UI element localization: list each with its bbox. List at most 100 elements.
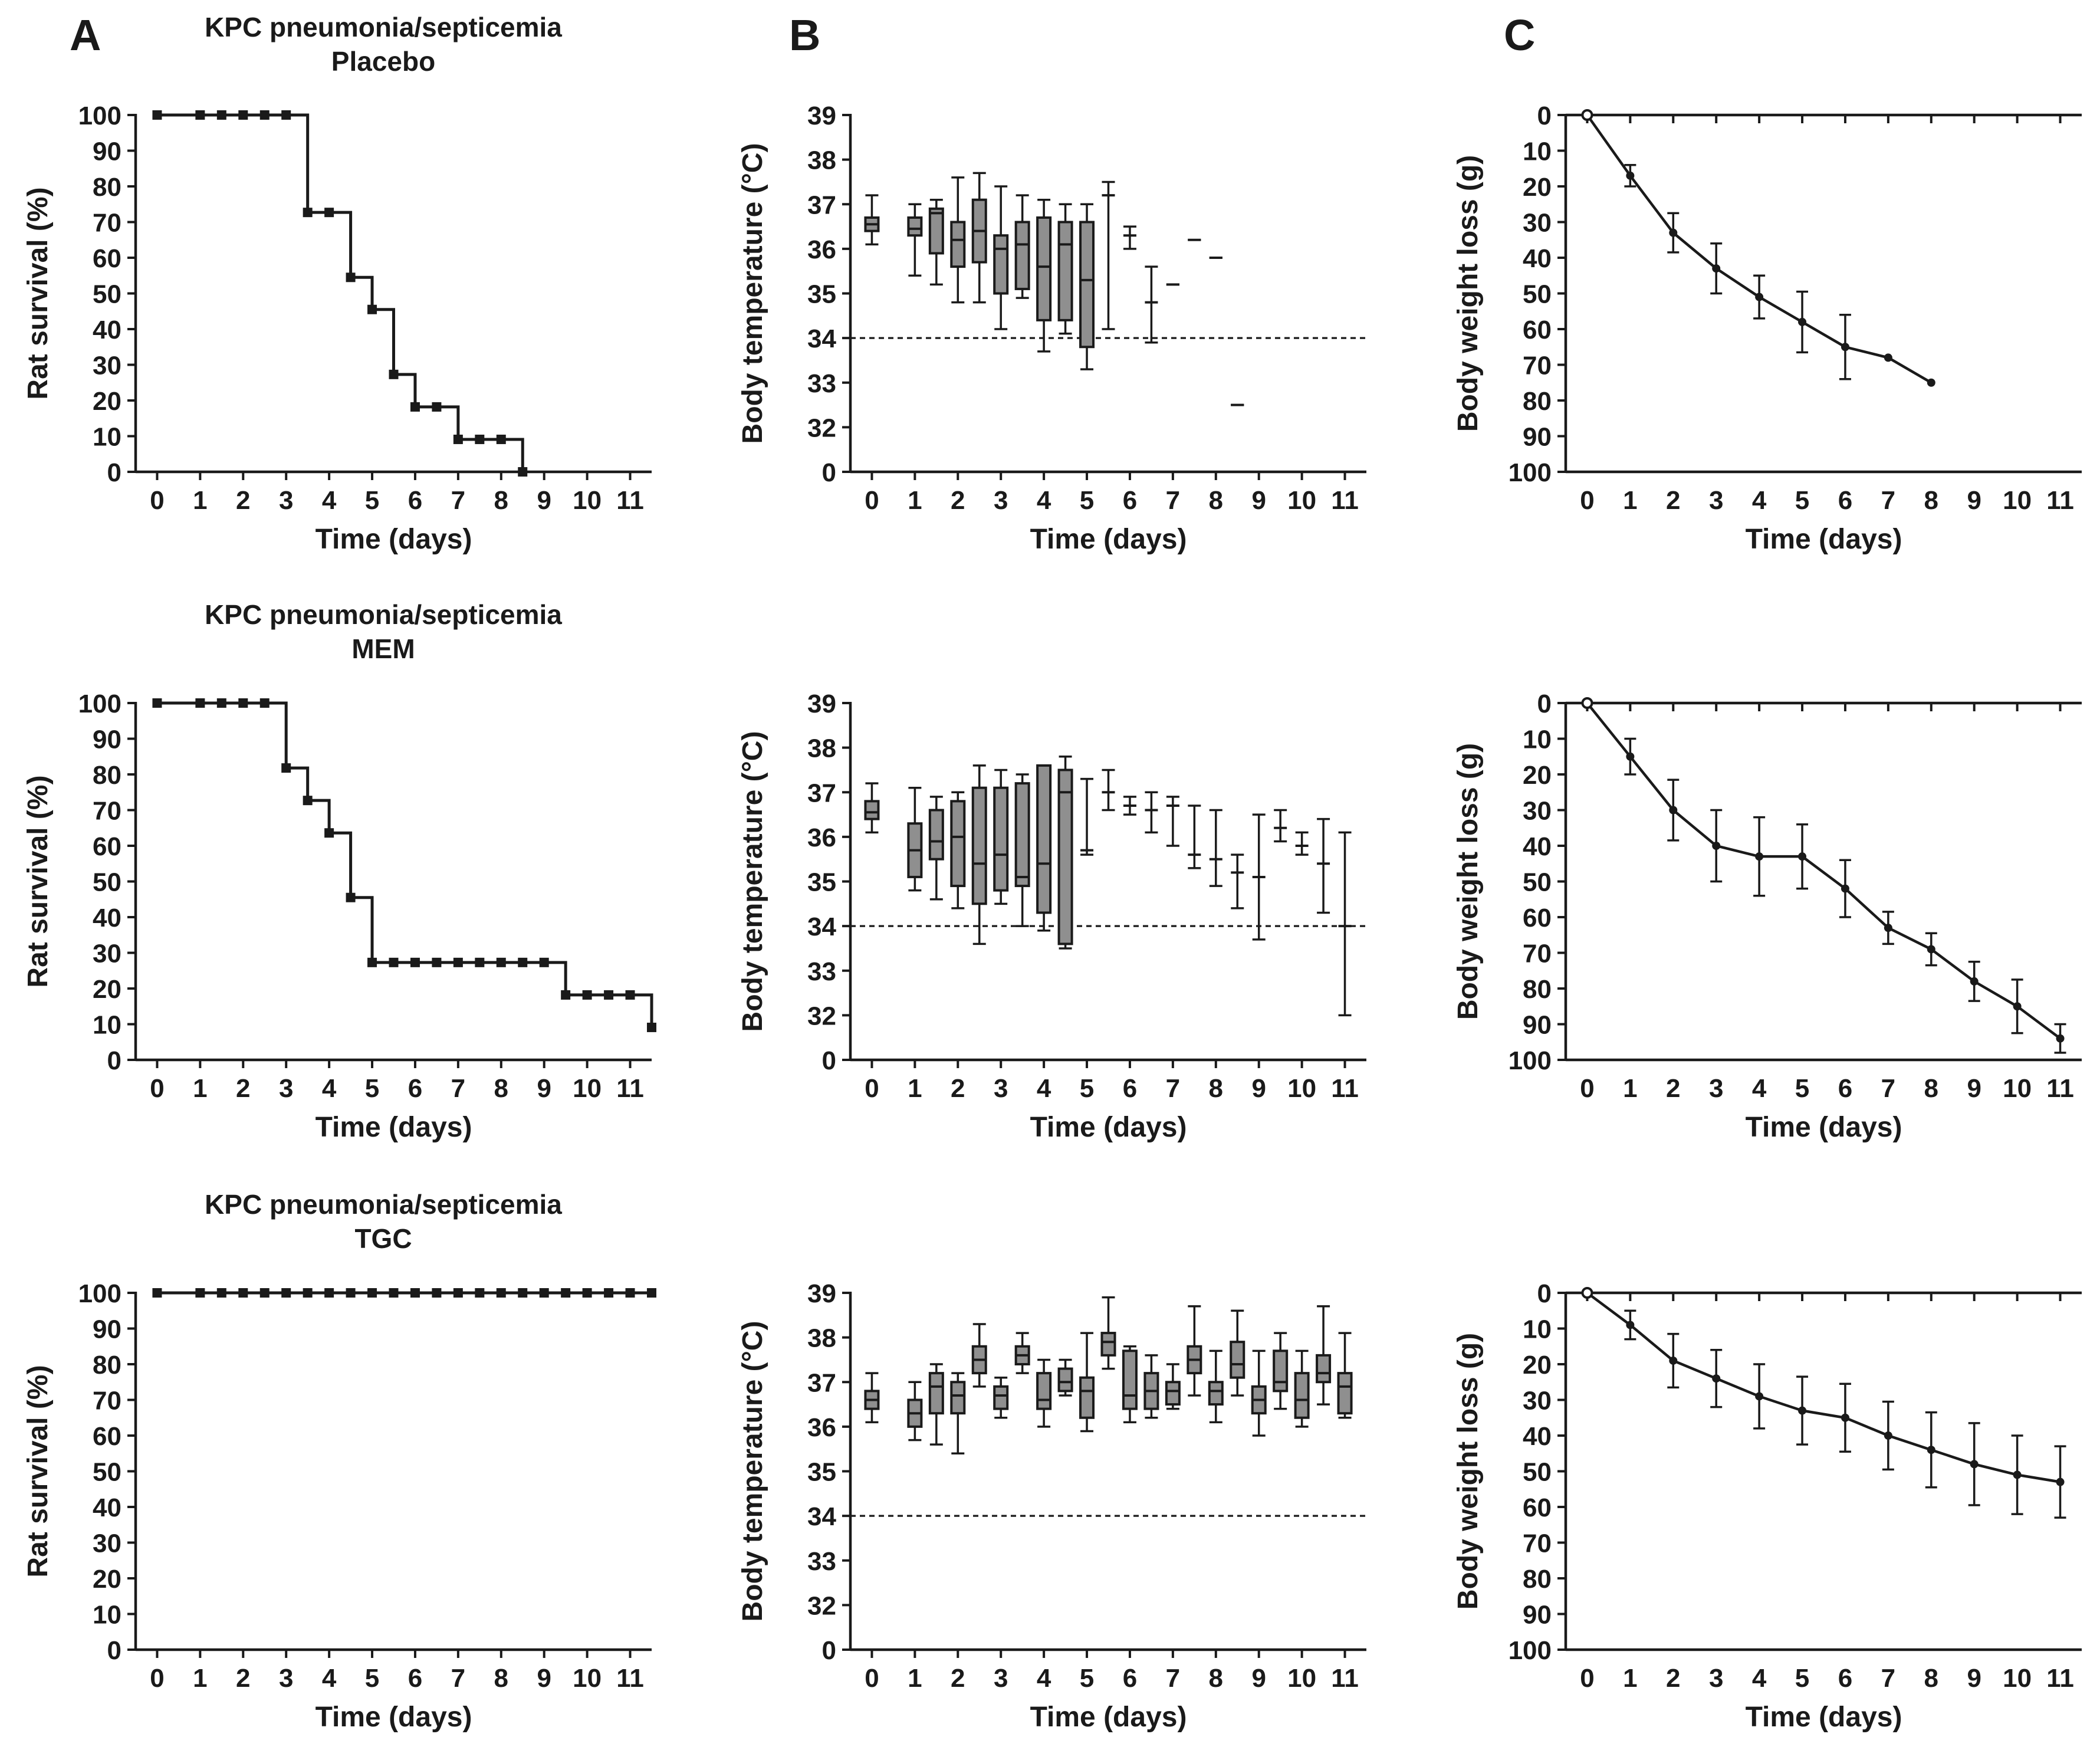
data-point <box>2013 1470 2022 1479</box>
iqr-box <box>1057 221 1073 321</box>
x-tick-label: 6 <box>1123 1664 1137 1693</box>
iqr-box <box>971 786 987 905</box>
iqr-box <box>1057 769 1073 945</box>
y-tick-label: 80 <box>1523 975 1552 1004</box>
iqr-box <box>1014 221 1030 290</box>
y-tick-label: 39 <box>807 689 836 718</box>
x-tick-label: 2 <box>236 1074 250 1103</box>
y-tick-label: 32 <box>807 413 836 442</box>
data-point <box>1755 293 1764 301</box>
censor-marker <box>496 957 506 967</box>
x-tick-label: 2 <box>1666 1074 1680 1103</box>
weight-loss-series <box>1586 114 1932 384</box>
x-tick-label: 6 <box>1838 486 1852 515</box>
iqr-box <box>1057 1367 1073 1393</box>
x-tick-label: 10 <box>2003 1664 2032 1693</box>
x-tick-label: 11 <box>2046 1074 2074 1103</box>
y-tick-label: 50 <box>1523 1458 1552 1487</box>
y-axis-title: Body temperature (°C) <box>737 731 768 1032</box>
y-tick-label: 70 <box>1523 352 1552 380</box>
x-tick-label: 0 <box>1580 1074 1594 1103</box>
y-axis-title: Rat survival (%) <box>22 775 54 987</box>
x-tick-label: 9 <box>1251 1664 1266 1693</box>
x-tick-label: 11 <box>616 1074 644 1103</box>
iqr-box <box>1294 1372 1310 1419</box>
y-tick-label: 90 <box>1523 423 1552 452</box>
x-tick-label: 1 <box>193 1074 207 1103</box>
y-axis-title: Rat survival (%) <box>22 187 54 399</box>
x-tick-label: 1 <box>1623 1664 1637 1693</box>
censor-marker <box>518 957 528 967</box>
censor-marker <box>582 990 592 1000</box>
x-tick-label: 2 <box>1666 1664 1680 1693</box>
x-tick-label: 1 <box>1623 1074 1637 1103</box>
censor-marker <box>389 369 399 379</box>
y-axis-title: Body temperature (°C) <box>737 1321 768 1622</box>
censor-marker <box>152 1288 162 1298</box>
iqr-box <box>928 207 944 255</box>
y-tick-label: 20 <box>1523 173 1552 202</box>
x-axis-title: Time (days) <box>1746 1112 1902 1143</box>
censor-marker <box>346 272 356 283</box>
x-tick-label: 3 <box>279 1074 293 1103</box>
y-tick-label: 38 <box>807 146 836 175</box>
x-axis-title: Time (days) <box>1030 1112 1187 1143</box>
y-tick-label: 100 <box>78 101 121 130</box>
x-tick-label: 5 <box>1795 1664 1809 1693</box>
y-tick-label: 32 <box>807 1001 836 1030</box>
x-tick-label: 4 <box>322 1664 337 1693</box>
x-tick-label: 9 <box>537 1664 551 1693</box>
data-point <box>1712 842 1721 850</box>
censor-marker <box>453 434 463 444</box>
x-axis-title: Time (days) <box>1746 1702 1902 1733</box>
iqr-box <box>993 1385 1009 1410</box>
x-tick-label: 7 <box>451 1074 465 1103</box>
x-tick-label: 8 <box>1924 1074 1938 1103</box>
x-tick-label: 9 <box>1251 1074 1266 1103</box>
x-tick-label: 1 <box>193 1664 207 1693</box>
x-tick-label: 5 <box>1795 486 1809 515</box>
panel-letter-c: C <box>1504 11 1535 60</box>
y-tick-label: 35 <box>807 280 836 309</box>
chart-c3: 0 1 2 3 4 5 6 7 8 9 10 110102030405060708090100Time… <box>1452 1279 2082 1733</box>
x-tick-label: 5 <box>365 486 379 515</box>
censor-marker <box>625 1288 635 1298</box>
data-point <box>1927 945 1935 954</box>
censor-marker <box>604 1288 614 1298</box>
censor-marker <box>647 1022 656 1032</box>
censor-marker <box>410 957 420 967</box>
y-tick-label: 70 <box>93 797 121 826</box>
censor-marker <box>367 304 377 314</box>
y-tick-label: 80 <box>93 173 121 202</box>
y-tick-label: 10 <box>1523 137 1552 166</box>
iqr-box <box>1316 1354 1332 1384</box>
data-point <box>1712 264 1721 273</box>
y-tick-label: 90 <box>1523 1011 1552 1040</box>
x-tick-label: 10 <box>1287 1664 1316 1693</box>
x-tick-label: 8 <box>1209 1664 1223 1693</box>
y-tick-label: 70 <box>93 1387 121 1416</box>
y-axis-title: Body temperature (°C) <box>737 143 768 444</box>
censor-marker <box>410 1288 420 1298</box>
x-tick-label: 8 <box>494 1664 508 1693</box>
x-tick-label: 5 <box>1795 1074 1809 1103</box>
x-tick-label: 4 <box>322 486 337 515</box>
y-tick-label: 38 <box>807 734 836 763</box>
y-tick-label: 10 <box>1523 1315 1552 1344</box>
x-tick-label: 11 <box>2046 1664 2074 1693</box>
censor-marker <box>324 1288 334 1298</box>
y-tick-label: 0 <box>1537 1279 1552 1308</box>
y-tick-label: 35 <box>807 1458 836 1487</box>
y-tick-label: 35 <box>807 868 836 897</box>
x-tick-label: 0 <box>865 1664 879 1693</box>
x-tick-label: 5 <box>365 1074 379 1103</box>
y-tick-label: 40 <box>1523 244 1552 273</box>
censor-marker <box>152 698 162 708</box>
y-tick-label: 60 <box>1523 1493 1552 1522</box>
y-tick-label: 20 <box>1523 761 1552 790</box>
censor-marker <box>432 957 442 967</box>
y-tick-label: 30 <box>93 352 121 380</box>
x-tick-label: 2 <box>951 1664 965 1693</box>
x-tick-label: 5 <box>1080 486 1094 515</box>
